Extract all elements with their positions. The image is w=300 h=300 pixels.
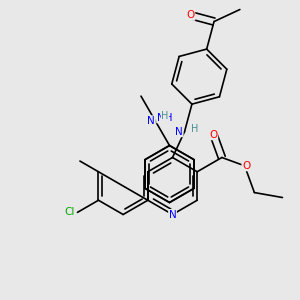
Text: Cl: Cl (64, 207, 74, 218)
Text: N: N (175, 127, 183, 137)
Text: N: N (148, 116, 155, 126)
Text: H: H (191, 124, 199, 134)
Text: N: N (169, 209, 176, 220)
Text: H: H (161, 111, 169, 121)
Text: O: O (187, 10, 195, 20)
Text: O: O (242, 161, 250, 171)
Text: O: O (209, 130, 218, 140)
Text: NH: NH (157, 113, 172, 123)
